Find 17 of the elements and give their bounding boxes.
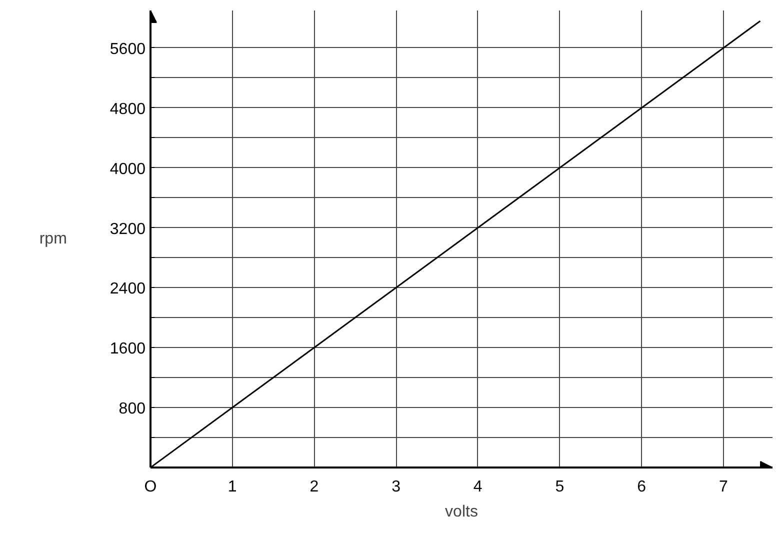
y-tick-label: 5600 (110, 40, 146, 58)
x-tick-label: 2 (310, 478, 319, 496)
y-tick-label: 4000 (110, 160, 146, 178)
x-tick-label: 4 (473, 478, 482, 496)
x-tick-label: 1 (228, 478, 237, 496)
y-tick-label: 2400 (110, 280, 146, 298)
text: O (144, 478, 157, 496)
y-tick-label: 1600 (110, 340, 146, 358)
y-tick-label: 800 (118, 400, 146, 418)
y-tick-label: 3200 (110, 220, 146, 238)
x-tick-label: 7 (718, 478, 728, 496)
x-axis-title: volts (445, 504, 478, 520)
y-axis-title: rpm (39, 230, 67, 248)
x-tick-label: 5 (555, 478, 564, 496)
y-tick-label: 4800 (110, 100, 146, 118)
x-tick-label: 6 (637, 478, 646, 496)
x-tick-label: 3 (392, 478, 401, 496)
